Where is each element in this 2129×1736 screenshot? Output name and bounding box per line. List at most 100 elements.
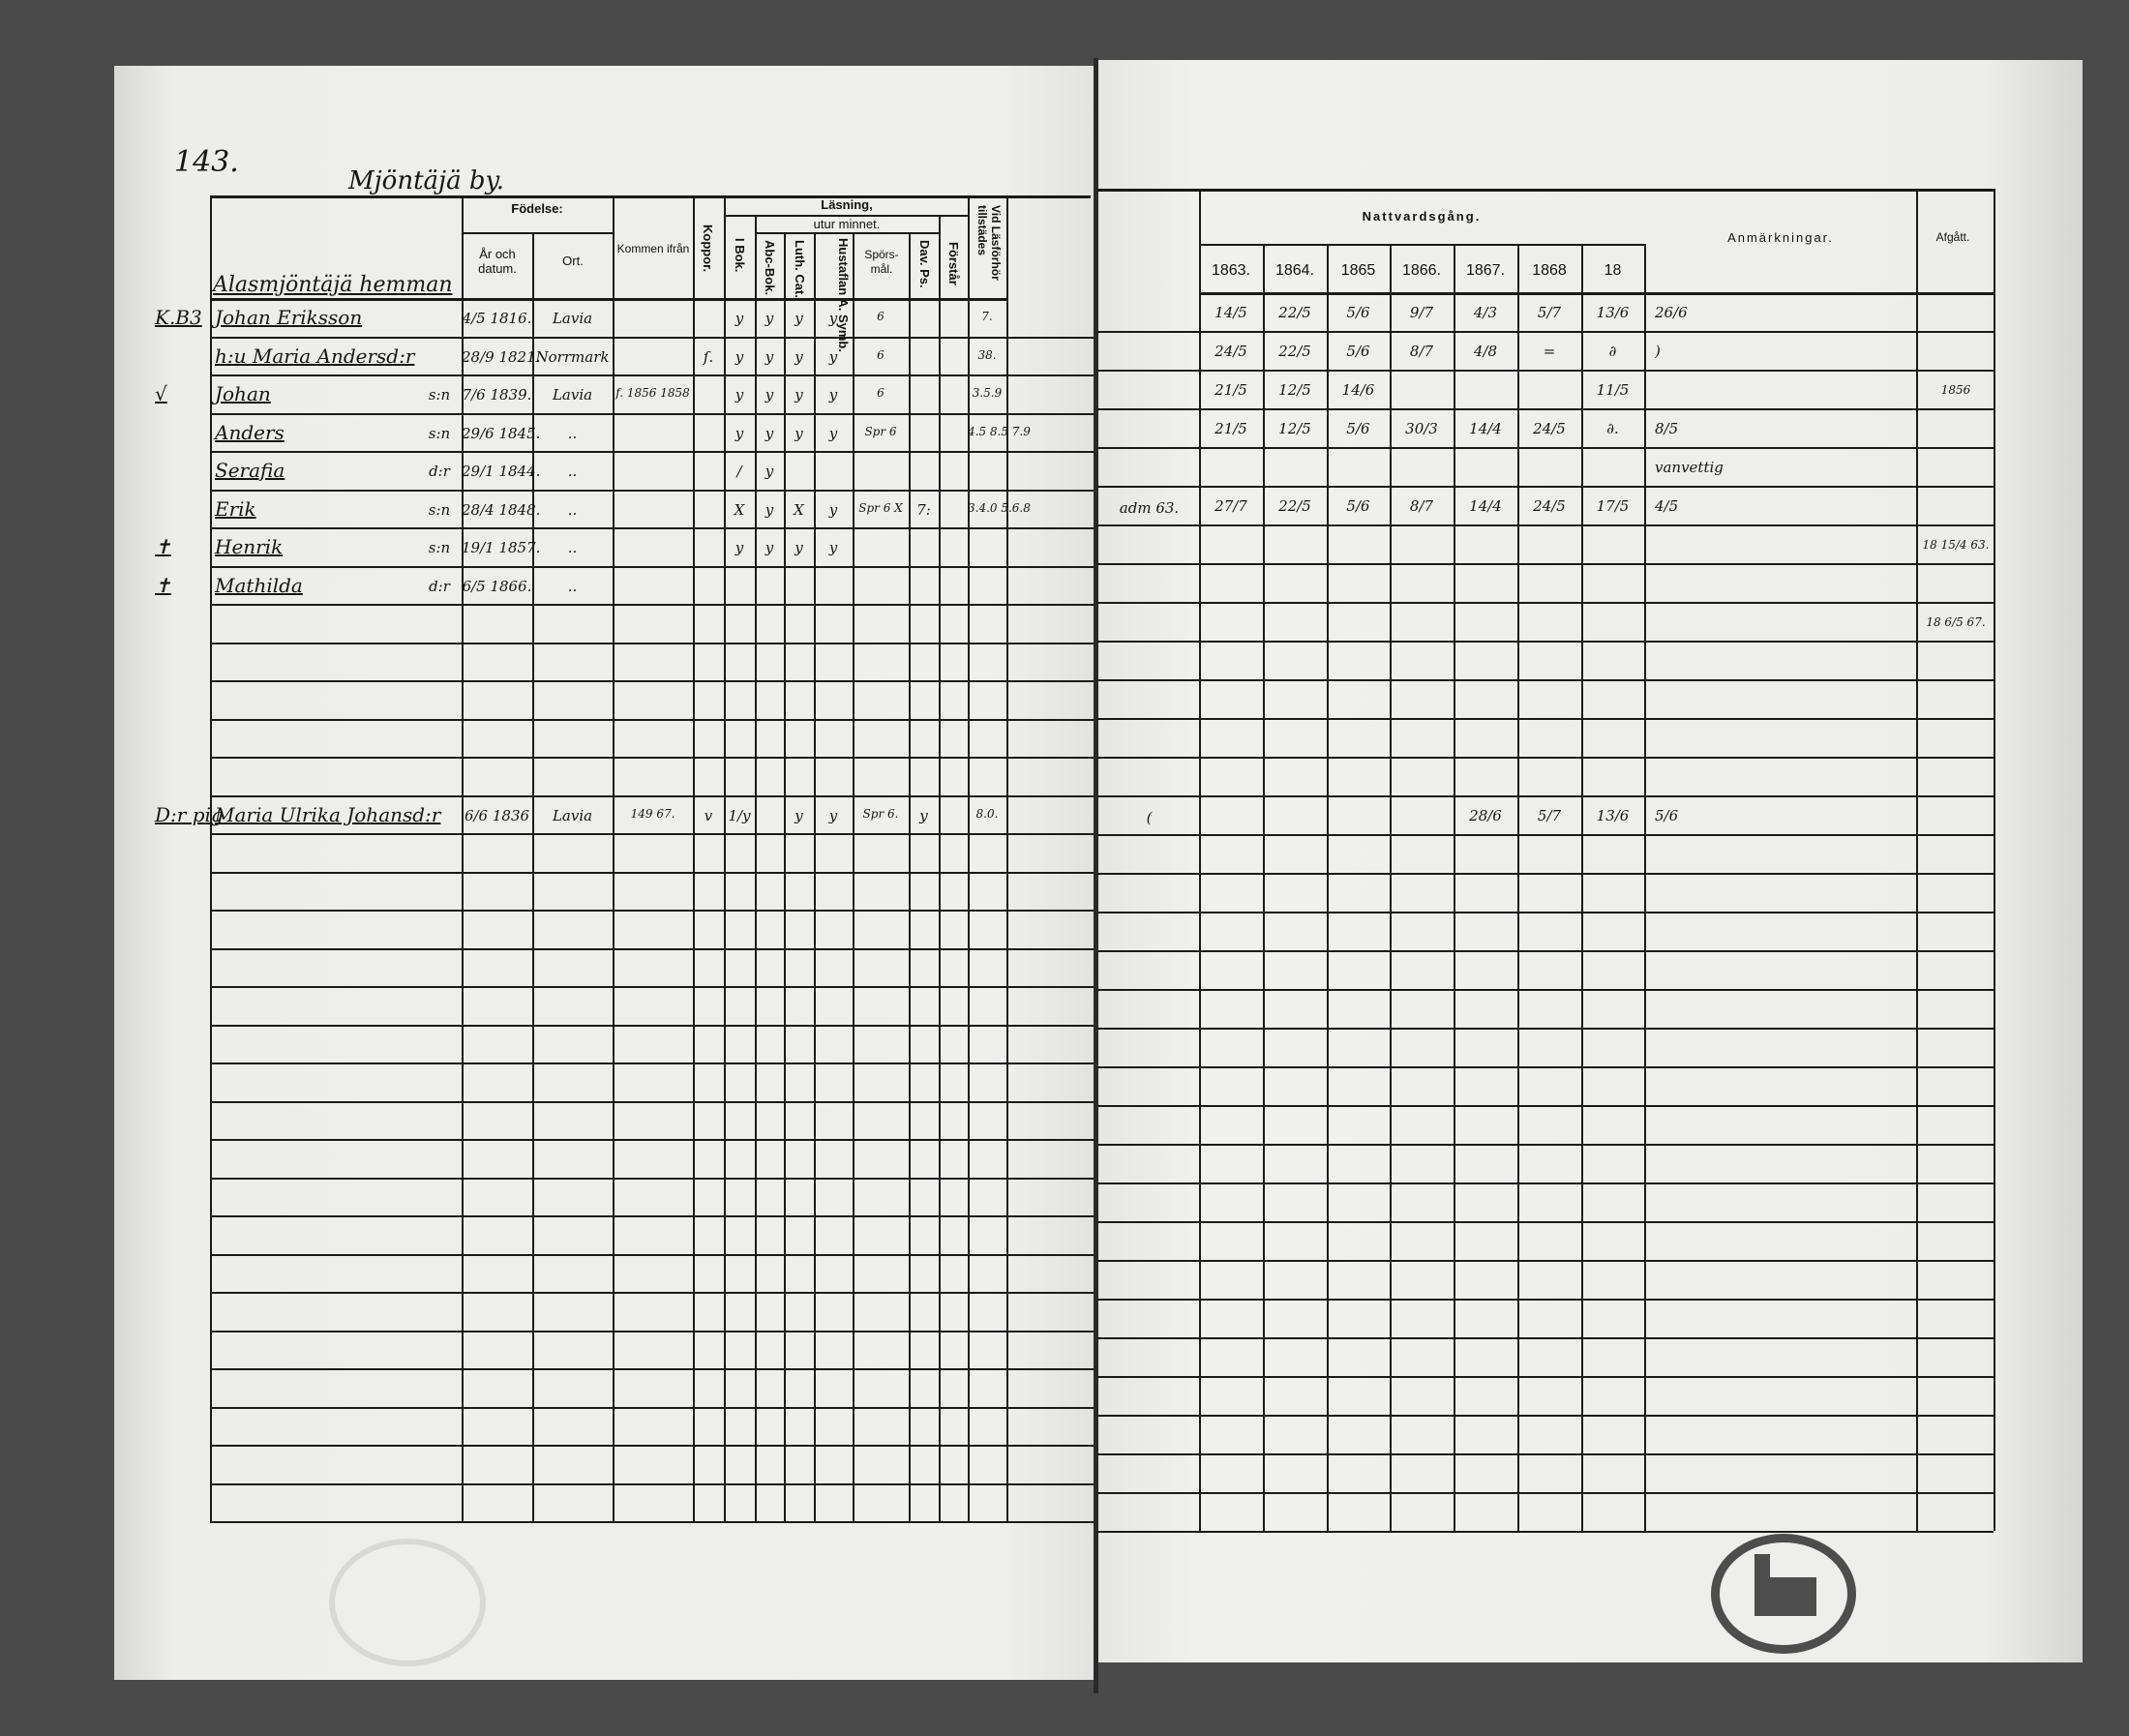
cell-birth: 6/6 1836 xyxy=(464,807,530,824)
communion-date: 30/3 xyxy=(1405,420,1438,437)
year-header: 18 xyxy=(1604,262,1622,279)
right-row-rule xyxy=(1097,1492,1994,1494)
homestead-title: Alasmjöntäjä hemman xyxy=(213,273,453,297)
row-rule xyxy=(210,1521,1094,1523)
cell-abc: y xyxy=(765,310,774,327)
row-rule xyxy=(210,527,1094,529)
row-rule xyxy=(210,1292,1094,1294)
cell-vid: 4.5 8.5 7.9 xyxy=(968,425,1031,438)
departure: 1856 xyxy=(1940,383,1971,397)
right-column-rule xyxy=(1916,189,1918,1531)
cell-spors: Spr 6 xyxy=(864,425,897,438)
right-row-rule xyxy=(1097,1531,1994,1533)
row-rule xyxy=(210,337,1094,339)
communion-date: ∂. xyxy=(1606,420,1619,437)
right-table-top-rule xyxy=(1097,189,1994,192)
person-name: Erik xyxy=(215,497,256,521)
right-column-rule xyxy=(1644,244,1646,1531)
relation: s:n xyxy=(428,501,451,519)
right-row-rule xyxy=(1097,834,1994,836)
cell-birth: 7/6 1839. xyxy=(462,386,532,404)
row-rule xyxy=(210,719,1094,721)
cell-place: Lavia xyxy=(552,310,593,327)
cell-place: Lavia xyxy=(552,807,593,824)
year-header: 1867. xyxy=(1465,262,1506,279)
row-rule xyxy=(210,1101,1094,1103)
book-gutter xyxy=(1094,58,1098,1693)
right-row-rule xyxy=(1097,989,1994,991)
margin-mark: D:r pig xyxy=(155,803,224,826)
right-row-rule xyxy=(1097,1415,1994,1417)
nattvard-rule xyxy=(1199,244,1644,246)
cell-from: 149 67. xyxy=(630,807,675,821)
cell-spors: 6 xyxy=(877,310,885,323)
cell-spors: Spr 6. xyxy=(862,807,899,821)
cell-husfl: y xyxy=(828,501,838,519)
cell-ibok: y xyxy=(735,386,744,404)
right-column-rule xyxy=(1994,189,1995,1531)
cell-birth: 4/5 1816. xyxy=(462,310,532,327)
cell-birth: 29/6 1845. xyxy=(462,425,541,442)
row-rule xyxy=(210,1254,1094,1256)
cell-husfl: y xyxy=(828,425,838,442)
row-rule xyxy=(210,451,1094,453)
cell-husfl: y xyxy=(828,310,838,327)
row-rule xyxy=(210,1483,1094,1485)
cell-ibok: / xyxy=(736,463,742,480)
cell-birth: 28/9 1821. xyxy=(462,348,541,366)
right-row-rule xyxy=(1097,524,1994,526)
cell-koppor: ſ. xyxy=(703,348,714,366)
cell-luth: y xyxy=(795,310,803,327)
column-rule xyxy=(1006,195,1008,1521)
departure: 18 15/4 63. xyxy=(1922,538,1990,552)
cell-place: .. xyxy=(567,463,578,480)
right-row-rule xyxy=(1097,641,1994,643)
right-column-rule xyxy=(1390,244,1392,1531)
right-row-rule xyxy=(1097,1028,1994,1030)
right-column-rule xyxy=(1517,244,1519,1531)
column-rule xyxy=(532,232,534,1521)
cell-abc: y xyxy=(765,501,774,519)
cell-place: .. xyxy=(567,578,578,595)
right-header-bottom-rule xyxy=(1199,292,1994,295)
cell-husfl: y xyxy=(828,386,838,404)
cell-vid: 7. xyxy=(981,310,993,323)
communion-date: 27/7 xyxy=(1214,497,1247,515)
person-name: Anders xyxy=(215,421,285,444)
right-column-rule xyxy=(1581,244,1583,1531)
right-row-rule xyxy=(1097,757,1994,759)
column-rule xyxy=(909,232,911,1521)
header-vid: Vid Läsförhör tillstädes xyxy=(975,205,1003,281)
table-top-rule xyxy=(210,195,1091,198)
right-row-rule xyxy=(1097,1066,1994,1068)
cell-dav: y xyxy=(919,807,928,824)
right-row-rule xyxy=(1097,795,1994,797)
stamp-church-building xyxy=(1754,1577,1816,1616)
cell-vid: 3.4.0 5.6.8 xyxy=(968,501,1031,515)
right-column-rule xyxy=(1454,244,1455,1531)
communion-date: 12/5 xyxy=(1278,381,1311,399)
communion-date: 9/7 xyxy=(1409,304,1434,321)
right-row-rule xyxy=(1097,912,1994,913)
communion-date: 11/5 xyxy=(1596,381,1630,399)
cell-vid: 8.0. xyxy=(975,807,999,821)
remark: ) xyxy=(1655,343,1661,360)
lasning-rule xyxy=(726,215,968,217)
relation: s:n xyxy=(428,539,451,556)
row-rule xyxy=(210,1445,1094,1447)
column-rule xyxy=(210,195,212,1521)
cell-place: .. xyxy=(567,501,578,519)
column-rule xyxy=(814,232,816,1521)
column-rule xyxy=(693,195,695,1521)
column-rule xyxy=(462,195,464,1521)
person-name: Serafia xyxy=(215,459,285,482)
row-rule xyxy=(210,833,1094,835)
right-row-rule xyxy=(1097,1337,1994,1339)
row-rule xyxy=(210,1063,1094,1064)
communion-date: 4/8 xyxy=(1473,343,1498,360)
row-rule xyxy=(210,1331,1094,1332)
stamp-church-tower xyxy=(1754,1554,1770,1579)
relation: d:r xyxy=(429,463,450,480)
remark: 8/5 xyxy=(1655,420,1679,437)
communion-date: 8/7 xyxy=(1409,497,1434,515)
